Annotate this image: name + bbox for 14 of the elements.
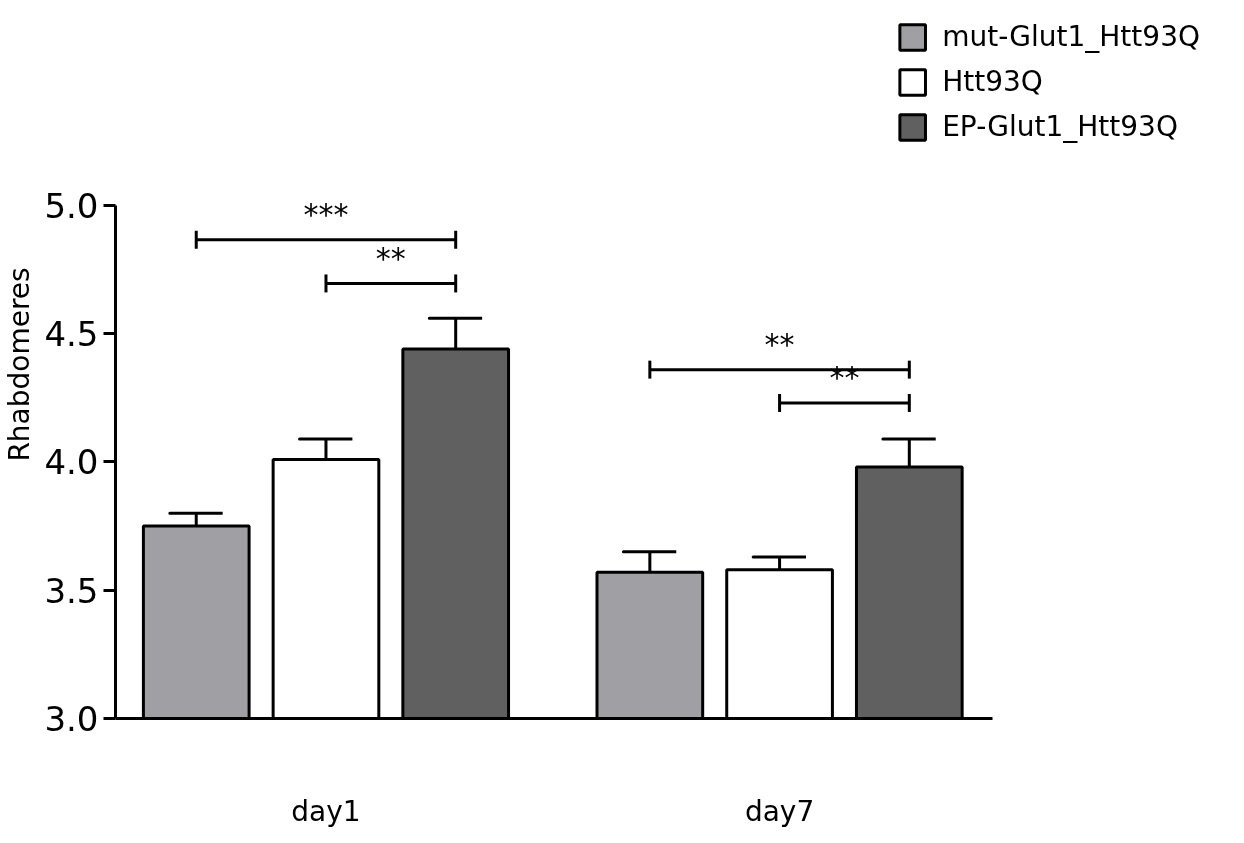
annotation: ** bbox=[375, 240, 406, 276]
legend-label: Htt93Q bbox=[942, 65, 1043, 98]
y-axis-title: Rhabdomeres bbox=[3, 267, 37, 462]
y-tick-label: 4.5 bbox=[44, 314, 99, 355]
x-tick-label: day1 bbox=[291, 794, 361, 828]
legend-label: EP-Glut1_Htt93Q bbox=[942, 110, 1178, 143]
y-tick-label: 5.0 bbox=[44, 185, 99, 226]
y-tick-label: 4.0 bbox=[44, 442, 99, 483]
annotation: *** bbox=[303, 197, 349, 233]
y-tick-label: 3.0 bbox=[44, 699, 99, 739]
x-tick-label: day7 bbox=[744, 794, 815, 828]
legend-label: mut-Glut1_Htt93Q bbox=[942, 20, 1200, 53]
y-tick-label: 3.5 bbox=[44, 570, 99, 611]
annotation: ** bbox=[764, 326, 795, 362]
